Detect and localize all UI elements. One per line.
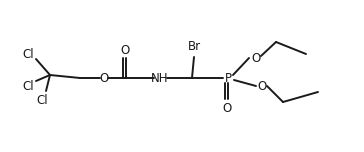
Text: O: O bbox=[257, 79, 266, 93]
Text: P: P bbox=[225, 71, 232, 85]
Text: Br: Br bbox=[187, 40, 201, 54]
Text: NH: NH bbox=[151, 71, 169, 85]
Text: Cl: Cl bbox=[22, 79, 34, 93]
Text: Cl: Cl bbox=[22, 47, 34, 60]
Text: O: O bbox=[252, 52, 261, 64]
Text: O: O bbox=[120, 43, 130, 57]
Text: O: O bbox=[99, 71, 108, 85]
Text: Cl: Cl bbox=[36, 93, 48, 107]
Text: O: O bbox=[222, 102, 232, 116]
